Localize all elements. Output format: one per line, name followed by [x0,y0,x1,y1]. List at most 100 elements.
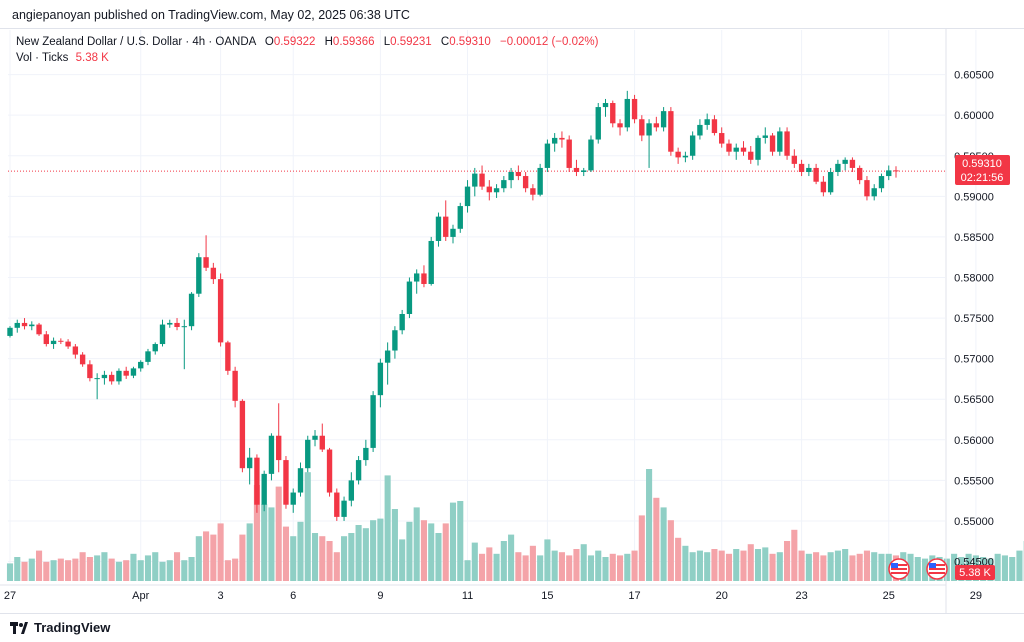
candle [240,399,245,472]
x-tick-label: 17 [628,590,640,602]
candle-body [392,330,397,350]
x-tick-label: 6 [290,590,296,602]
volume-bar [653,498,659,581]
candle [581,168,586,176]
volume-bar [544,539,550,581]
volume-bar [479,554,485,581]
candle [421,265,426,287]
volume-label[interactable]: Vol · Ticks [16,52,68,64]
volume-bar [835,551,841,581]
y-tick-label: 0.60500 [954,70,994,82]
x-tick-label: 15 [541,590,553,602]
candle-body [399,314,404,330]
candle [487,180,492,200]
candle-body [203,257,208,268]
candle-body [378,363,383,395]
candle [320,424,325,452]
candle [218,273,223,346]
volume-bar [995,554,1001,581]
candle [893,166,898,177]
y-tick-label: 0.60000 [954,110,994,122]
volume-bar [682,546,688,581]
volume-bar [472,543,478,581]
candle [276,403,281,472]
volume-bar [501,541,507,581]
candle-body [755,138,760,160]
tradingview-brand[interactable]: TradingView [10,620,110,635]
volume-bar [581,544,587,581]
volume-bar [915,557,921,581]
candle [842,157,847,170]
candle [291,488,296,512]
candle-body [465,187,470,206]
candle-body [421,273,426,284]
candle [145,349,150,365]
candle [429,237,434,286]
candle [29,321,34,330]
candle-body [283,460,288,505]
candle [799,160,804,176]
price-chart[interactable]: 0.605000.600000.595000.590000.585000.580… [0,28,1024,613]
candle-body [472,174,477,187]
high-label: H [325,36,333,48]
volume-bar [704,552,710,581]
volume-bar [72,559,78,581]
us-flag-event-icon [889,559,909,579]
candle-body [487,187,492,193]
candle [399,310,404,334]
tradingview-logo-icon [10,622,28,634]
volume-bar [755,549,761,581]
candle-body [36,325,41,335]
candle [167,320,172,328]
volume-value: 5.38 K [76,52,109,64]
candle-body [232,371,237,401]
volume-bar [435,533,441,581]
volume-bar [632,551,638,581]
candle [545,140,550,172]
volume-bar [697,551,703,581]
candle [407,277,412,318]
candle-body [683,156,688,158]
candle [690,131,695,159]
candle-body [443,217,448,237]
candle-body [385,351,390,363]
candle [712,115,717,135]
volume-bar [1009,557,1015,581]
candle-body [501,180,506,188]
candle-body [305,440,310,468]
volume-bar [363,528,369,581]
candle [138,360,143,371]
candle [298,463,303,497]
candle [305,436,310,473]
candle-body [726,144,731,152]
y-tick-label: 0.56500 [954,394,994,406]
volume-bar [370,520,376,581]
volume-bar [719,551,725,581]
candle-body [617,123,622,127]
candle-body [363,448,368,460]
volume-bar [218,523,224,581]
candle-body [225,342,230,370]
candle-body [610,103,615,123]
candle [748,146,753,164]
candle-body [138,362,143,368]
volume-bar [334,552,340,581]
open-value: 0.59322 [274,36,316,48]
candle-body [537,168,542,195]
candle [102,371,107,385]
volume-bar [457,501,463,581]
candle-body [770,135,775,151]
candle [813,164,818,184]
symbol-title[interactable]: New Zealand Dollar / U.S. Dollar · 4h · … [16,36,256,48]
candle-body [523,176,528,188]
candle [225,341,230,375]
candle [617,119,622,135]
candle-body [508,172,513,180]
candle [654,117,659,132]
candle-body [784,131,789,155]
candle-body [893,170,898,171]
volume-bar [726,554,732,581]
candle [211,263,216,284]
x-tick-label: 27 [4,590,16,602]
candle-body [15,323,20,328]
